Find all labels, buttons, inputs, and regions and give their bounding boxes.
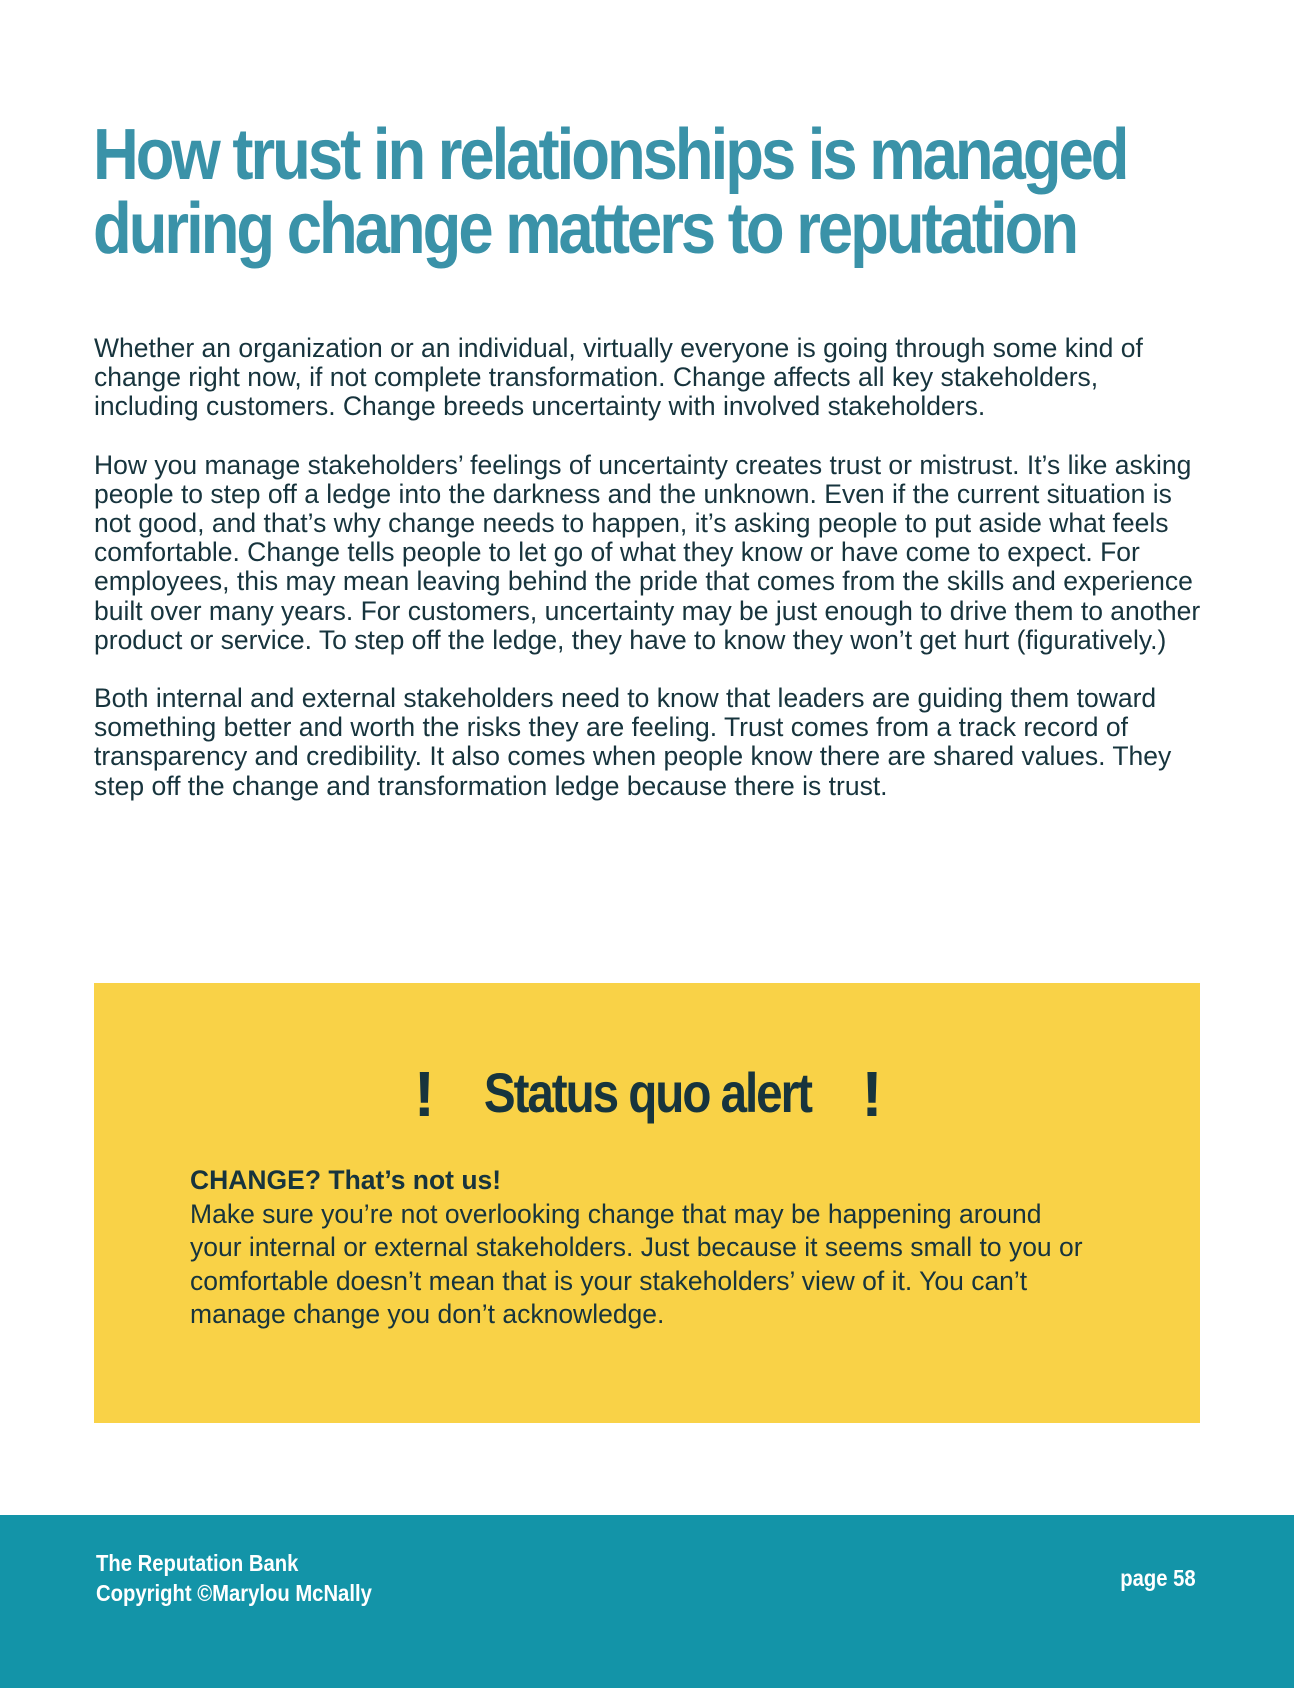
alert-lead: CHANGE? That’s not us! [190,1165,502,1195]
exclamation-icon: ! [413,1058,435,1130]
page-title-line-1: How trust in relationships is managed [93,115,1129,195]
alert-text: Make sure you’re not overlooking change … [190,1198,1083,1330]
page-number: page 58 [1120,1565,1196,1591]
page-title-line-2: during change matters to reputation [93,189,1079,269]
footer-book-title: The Reputation Bank [96,1550,299,1576]
alert-content: CHANGE? That’s not us! Make sure you’re … [190,1164,1090,1332]
body-paragraph-2: How you manage stakeholders’ feelings of… [94,449,1201,655]
status-quo-alert-box: ! Status quo alert! CHANGE? That’s not us… [94,983,1200,1423]
page-footer: The Reputation Bank Copyright ©Marylou M… [0,1515,1294,1688]
body-text: Whether an organization or an individual… [94,333,1204,830]
footer-copyright: Copyright ©Marylou McNally [96,1580,372,1606]
exclamation-icon: ! [861,1058,882,1130]
body-paragraph-1: Whether an organization or an individual… [94,333,1143,422]
alert-title: Status quo alert [483,1061,812,1124]
body-paragraph-3: Both internal and external stakeholders … [94,683,1172,801]
page-title: How trust in relationships is managed du… [93,115,1129,269]
alert-heading: ! Status quo alert! [94,1061,1200,1126]
footer-credits: The Reputation Bank Copyright ©Marylou M… [96,1548,372,1608]
